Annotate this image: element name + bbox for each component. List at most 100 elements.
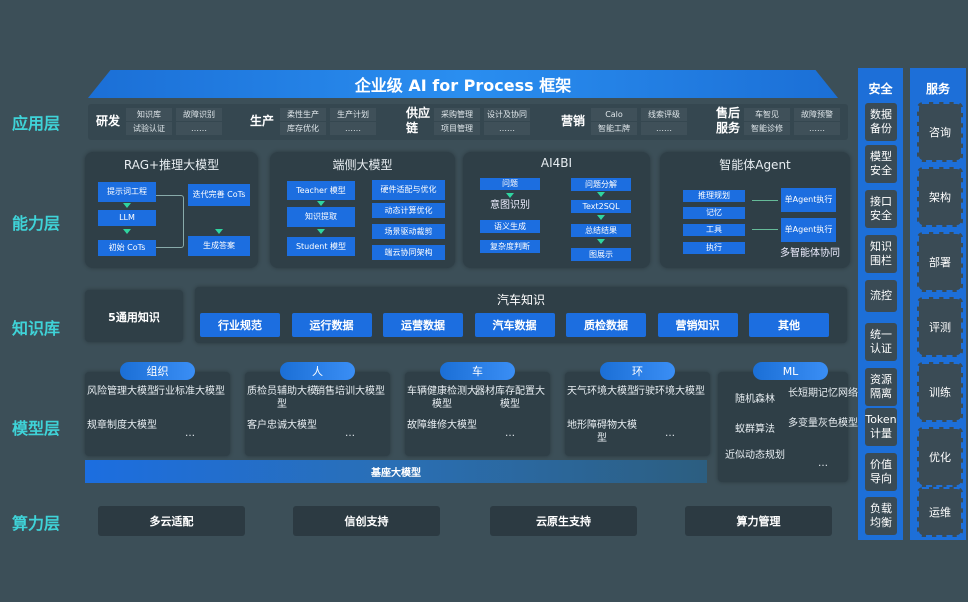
app-item[interactable]: 柔性生产 [280, 108, 326, 121]
app-item[interactable]: 项目管理 [434, 122, 480, 135]
app-item[interactable]: …… [176, 122, 222, 135]
security-item[interactable]: Token计量 [865, 408, 897, 446]
model-item: 车辆健康检测大模型 [407, 386, 477, 410]
model-item: 天气环境大模型 [567, 386, 637, 397]
security-item[interactable]: 负载均衡 [865, 497, 897, 535]
process-box[interactable]: Student 模型 [287, 237, 355, 256]
knowledge-item[interactable]: 其他 [749, 313, 829, 337]
service-item[interactable]: 部署 [917, 232, 963, 292]
app-item[interactable]: …… [330, 122, 376, 135]
service-item[interactable]: 咨询 [917, 102, 963, 162]
security-item[interactable]: 流控 [865, 280, 897, 312]
process-box[interactable]: 图展示 [571, 248, 631, 261]
knowledge-item[interactable]: 运行数据 [291, 313, 372, 337]
model-item: … [185, 428, 195, 439]
card-title: 端侧大模型 [332, 158, 393, 172]
model-item: 销售培训大模型 [315, 386, 385, 397]
connector-line [156, 195, 184, 248]
model-item: 蚁群算法 [735, 424, 775, 435]
process-box[interactable]: 初始 CoTs [98, 240, 156, 256]
process-box[interactable]: 问题分解 [571, 178, 631, 191]
auto-knowledge-title: 汽车知识 [496, 293, 545, 307]
model-item: 客户忠诚大模型 [247, 420, 317, 431]
knowledge-item[interactable]: 运营数据 [383, 313, 463, 337]
security-item[interactable]: 价值导向 [865, 453, 897, 491]
process-box[interactable]: 端云协同架构 [372, 245, 445, 260]
general-knowledge-box [85, 290, 183, 342]
process-box[interactable]: LLM [98, 210, 156, 226]
security-item[interactable]: 资源隔离 [865, 368, 897, 406]
process-box[interactable]: 工具 [683, 224, 745, 236]
knowledge-item[interactable]: 行业规范 [200, 313, 280, 337]
arrow-down-icon [215, 229, 223, 234]
app-item[interactable]: …… [794, 122, 840, 135]
process-box[interactable]: 硬件适配与优化 [372, 180, 445, 200]
process-box[interactable]: 知识提取 [287, 207, 355, 227]
framework-title: 企业级 AI for Process 框架 [88, 70, 838, 98]
app-item[interactable]: 智能诊修 [744, 122, 790, 135]
service-item[interactable]: 优化 [917, 427, 963, 487]
process-box[interactable]: 复杂度判断 [480, 240, 540, 253]
app-item[interactable]: 故障预警 [794, 108, 840, 121]
app-domain-0: 研发 [96, 114, 121, 128]
compute-item[interactable]: 信创支持 [293, 506, 440, 536]
model-tag[interactable]: 组织 [120, 362, 195, 380]
layer-label: 模型层 [12, 419, 61, 438]
service-item[interactable]: 运维 [917, 487, 963, 537]
arrow-down-icon [506, 193, 514, 198]
app-item[interactable]: 库存优化 [280, 122, 326, 135]
app-item[interactable]: 采购管理 [434, 108, 480, 121]
agent-box[interactable]: 单Agent执行 [781, 188, 836, 212]
service-item[interactable]: 训练 [917, 362, 963, 422]
security-item[interactable]: 接口安全 [865, 190, 897, 228]
app-item[interactable]: Calo [591, 108, 637, 121]
process-box[interactable]: 推理规划 [683, 190, 745, 202]
app-item[interactable]: 试验认证 [126, 122, 172, 135]
model-item: 风险管理大模型 [87, 386, 157, 397]
app-item[interactable]: …… [484, 122, 530, 135]
app-item[interactable]: 生产计划 [330, 108, 376, 121]
process-box[interactable]: 总结结果 [571, 224, 631, 237]
compute-item[interactable]: 算力管理 [685, 506, 832, 536]
process-box[interactable]: 迭代完善 CoTs [188, 184, 250, 206]
app-item[interactable]: 设计及协同 [484, 108, 530, 121]
layer-label: 能力层 [12, 214, 61, 233]
security-item[interactable]: 数据备份 [865, 103, 897, 141]
model-item: 随机森林 [735, 394, 775, 405]
app-item[interactable]: 车智见 [744, 108, 790, 121]
knowledge-item[interactable]: 汽车数据 [474, 313, 555, 337]
security-item[interactable]: 统一认证 [865, 323, 897, 361]
app-item[interactable]: …… [641, 122, 687, 135]
model-tag[interactable]: ML [753, 362, 828, 380]
process-box[interactable]: 生成答案 [188, 236, 250, 256]
process-box[interactable]: 问题 [480, 178, 540, 190]
process-box[interactable]: 提示词工程 [98, 182, 156, 202]
app-item[interactable]: 故障识别 [176, 108, 222, 121]
model-tag[interactable]: 环 [600, 362, 675, 380]
process-box[interactable]: 执行 [683, 242, 745, 254]
process-box[interactable]: 记忆 [683, 207, 745, 219]
security-item[interactable]: 知识围栏 [865, 235, 897, 273]
app-item[interactable]: 知识库 [126, 108, 172, 121]
knowledge-item[interactable]: 营销知识 [657, 313, 738, 337]
process-box[interactable]: 场景驱动裁剪 [372, 224, 445, 239]
security-item[interactable]: 模型安全 [865, 145, 897, 183]
compute-item[interactable]: 多云适配 [98, 506, 245, 536]
process-box[interactable]: Teacher 模型 [287, 181, 355, 200]
model-item: 行业标准大模型 [155, 386, 225, 397]
agent-box[interactable]: 单Agent执行 [781, 218, 836, 242]
process-box[interactable]: Text2SQL [571, 200, 631, 213]
app-item[interactable]: 智能工牌 [591, 122, 637, 135]
knowledge-item[interactable]: 质检数据 [566, 313, 646, 337]
app-item[interactable]: 线索评级 [641, 108, 687, 121]
service-item[interactable]: 架构 [917, 167, 963, 227]
process-box[interactable]: 语义生成 [480, 220, 540, 233]
compute-item[interactable]: 云原生支持 [490, 506, 637, 536]
card-title: 智能体Agent [719, 158, 791, 172]
arrow-down-icon [123, 203, 131, 208]
model-tag[interactable]: 人 [280, 362, 355, 380]
service-item[interactable]: 评测 [917, 297, 963, 357]
model-tag[interactable]: 车 [440, 362, 515, 380]
process-box[interactable]: 动态计算优化 [372, 203, 445, 218]
layer-label: 应用层 [12, 114, 61, 133]
